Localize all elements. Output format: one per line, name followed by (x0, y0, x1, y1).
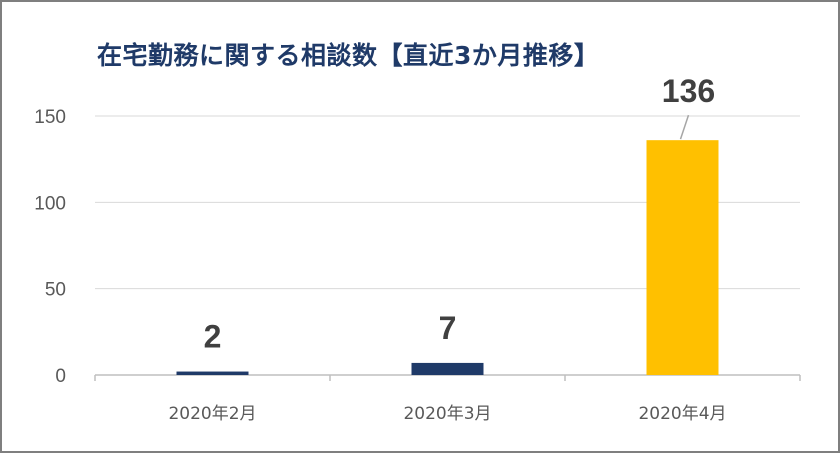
data-label-leader (679, 114, 690, 140)
y-tick-label: 150 (34, 107, 66, 128)
bar (646, 140, 719, 375)
bar (176, 371, 249, 375)
bar (411, 362, 484, 375)
x-tick-label: 2020年4月 (638, 404, 726, 424)
data-label: 7 (439, 310, 457, 346)
data-label: 2 (204, 319, 222, 355)
data-label: 136 (662, 73, 715, 109)
y-tick-label: 100 (34, 193, 66, 214)
y-tick-label: 0 (55, 366, 66, 387)
x-tick-label: 2020年2月 (168, 404, 256, 424)
y-tick-label: 50 (45, 280, 66, 301)
x-tick-label: 2020年3月 (403, 404, 491, 424)
chart-title: 在宅勤務に関する相談数【直近3か月推移】 (97, 41, 600, 70)
